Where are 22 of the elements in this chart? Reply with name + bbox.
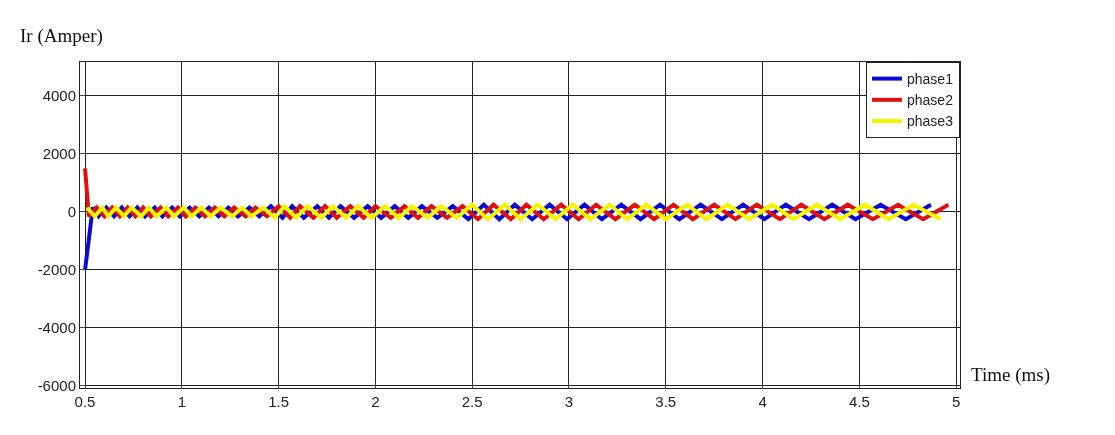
x-tick-label: 1.5 (268, 393, 290, 410)
x-tick-label: 2 (371, 393, 380, 410)
y-axis-title: Ir (Amper) (20, 25, 103, 47)
legend-label: phase1 (907, 71, 954, 88)
x-tick-label: 4 (758, 393, 767, 410)
y-tick-label: -6000 (37, 377, 76, 395)
y-tick-label: -2000 (37, 261, 76, 279)
x-tick-label: 4.5 (848, 393, 870, 410)
x-tick-label: 0.5 (74, 393, 96, 410)
y-tick-label: 2000 (42, 145, 76, 163)
y-tick-label: 0 (67, 203, 76, 221)
x-tick-label: 2.5 (461, 393, 483, 410)
x-axis-title: Time (ms) (971, 364, 1051, 386)
y-tick-label: 4000 (42, 87, 76, 105)
legend-label: phase3 (907, 113, 954, 130)
x-tick-label: 3 (564, 393, 574, 410)
line-series (84, 202, 943, 222)
y-tick-label: -4000 (37, 319, 76, 337)
legend-label: phase2 (907, 92, 954, 109)
x-tick-label: 3.5 (655, 393, 677, 410)
x-tick-label: 5 (951, 393, 961, 410)
x-tick-label: 1 (177, 393, 186, 410)
